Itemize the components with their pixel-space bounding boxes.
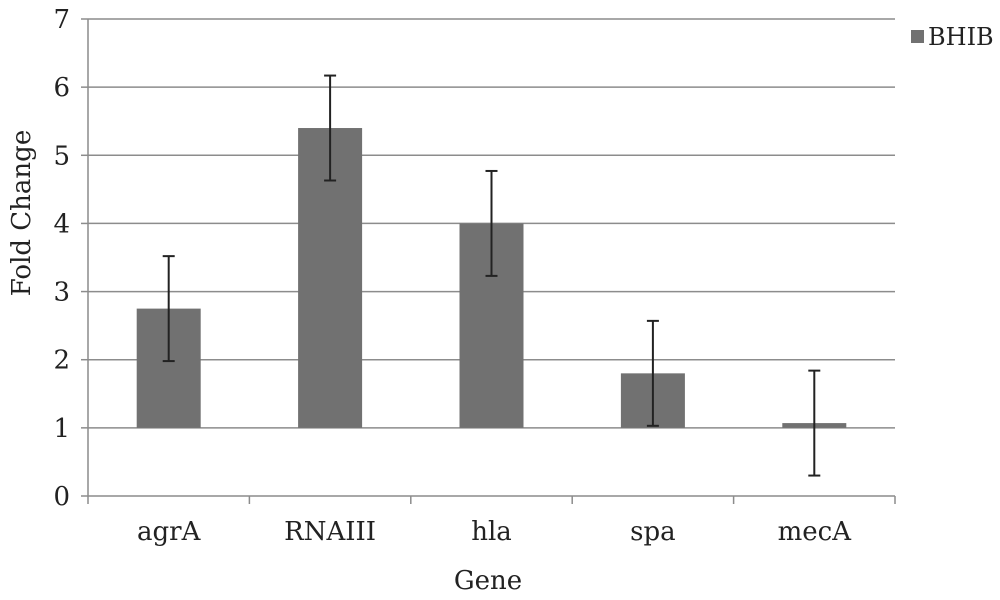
legend-label-bhib: BHIB [928, 23, 994, 51]
error-bars [162, 74, 821, 477]
y-tick-label-6: 6 [53, 73, 70, 103]
legend: BHIB [911, 23, 994, 51]
y-tick-label-1: 1 [53, 414, 70, 444]
error-bar-agra [162, 255, 175, 363]
error-bar-spa [646, 319, 659, 427]
x-tick-label-rnaiii: RNAIII [284, 517, 376, 547]
x-tick-label-meca: mecA [778, 517, 853, 547]
legend-swatch-bhib [911, 30, 924, 43]
x-tick-label-hla: hla [471, 517, 512, 547]
x-tick-labels: agrA RNAIII hla spa mecA [137, 517, 852, 547]
y-tick-label-4: 4 [53, 209, 70, 239]
y-tick-label-7: 7 [53, 5, 70, 35]
y-tick-label-5: 5 [53, 141, 70, 171]
error-bar-hla [485, 169, 498, 277]
error-bar-meca [808, 369, 821, 477]
x-axis-title: Gene [454, 566, 522, 596]
x-tick-label-agra: agrA [137, 517, 202, 547]
y-tick-label-3: 3 [53, 278, 70, 308]
y-tick-labels: 0 1 2 3 4 5 6 7 [53, 5, 70, 512]
y-axis-title: Fold Change [7, 130, 37, 296]
y-tick-label-2: 2 [53, 346, 70, 376]
y-tick-label-0: 0 [53, 482, 70, 512]
axes [81, 18, 896, 504]
error-bar-rnaiii [324, 74, 337, 182]
x-tick-label-spa: spa [630, 517, 676, 547]
